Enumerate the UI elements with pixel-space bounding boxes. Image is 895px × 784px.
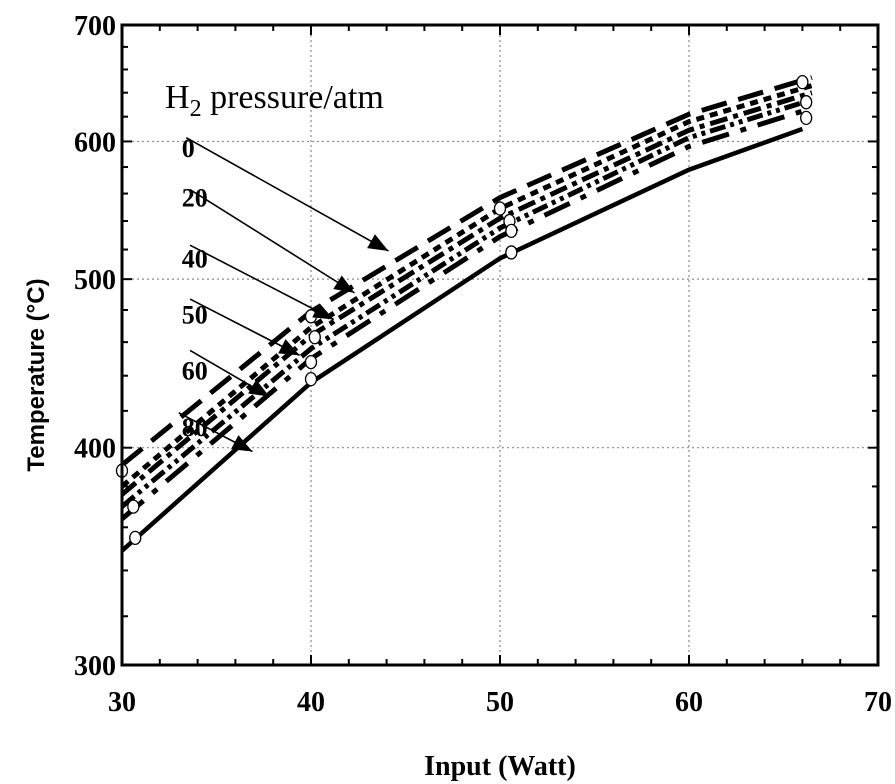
- series-label-80: 80: [182, 413, 208, 442]
- data-marker: [129, 530, 142, 545]
- series-line-80: [120, 126, 804, 553]
- series-label-40: 40: [182, 244, 208, 273]
- data-marker: [800, 110, 813, 126]
- y-tick-label: 700: [74, 11, 116, 42]
- data-marker: [127, 499, 140, 514]
- annotation-arrowhead-60: [248, 379, 270, 397]
- series-line-0: [120, 75, 813, 467]
- annotation-arrow-0: [185, 136, 389, 252]
- data-marker: [800, 95, 813, 110]
- annotation-arrowhead-20: [333, 275, 355, 293]
- legend-title-main: H: [165, 79, 190, 116]
- y-tick-labels: 300 400 500 600 700: [74, 11, 116, 682]
- data-marker: [304, 354, 318, 370]
- data-marker: [308, 330, 321, 345]
- series-line-40: [120, 90, 813, 497]
- data-marker: [505, 245, 518, 260]
- annotation-arrow-40: [189, 244, 335, 321]
- y-axis-title: Temperature (°C): [23, 278, 50, 471]
- series-line-50: [120, 97, 813, 509]
- x-tick-labels: 30 40 50 60 70: [108, 687, 892, 718]
- series-line-20: [120, 83, 813, 489]
- series-line-60: [120, 105, 813, 521]
- annotation-arrow-20: [189, 188, 355, 294]
- legend-title-sub: 2: [190, 96, 202, 122]
- y-tick-label: 400: [74, 434, 116, 465]
- data-marker: [304, 372, 318, 387]
- data-marker: [796, 74, 809, 90]
- y-tick-label: 500: [74, 265, 116, 296]
- annotation-arrowhead-50: [278, 339, 300, 356]
- series-group: [120, 75, 813, 553]
- legend-title: H2 pressure/atm: [165, 79, 384, 122]
- x-axis-title: Input (Watt): [424, 751, 576, 782]
- annotation-arrowhead-80: [230, 435, 253, 452]
- x-tick-label: 70: [864, 687, 892, 718]
- plot-frame: [120, 23, 880, 667]
- series-label-50: 50: [182, 301, 208, 330]
- x-tick-label: 40: [297, 687, 325, 718]
- annotation-arrow-50: [189, 298, 301, 357]
- x-tick-label: 30: [108, 687, 136, 718]
- series-label-60: 60: [182, 357, 208, 386]
- legend-title-rest: pressure/atm: [202, 79, 384, 116]
- y-tick-label: 600: [74, 127, 116, 158]
- data-marker: [493, 201, 507, 216]
- data-marker: [505, 223, 518, 239]
- y-tick-label: 300: [74, 651, 116, 682]
- x-tick-label: 60: [675, 687, 703, 718]
- annotation-arrowhead-0: [367, 234, 389, 251]
- x-tick-label: 50: [486, 687, 514, 718]
- annotation-arrowhead-40: [312, 303, 334, 320]
